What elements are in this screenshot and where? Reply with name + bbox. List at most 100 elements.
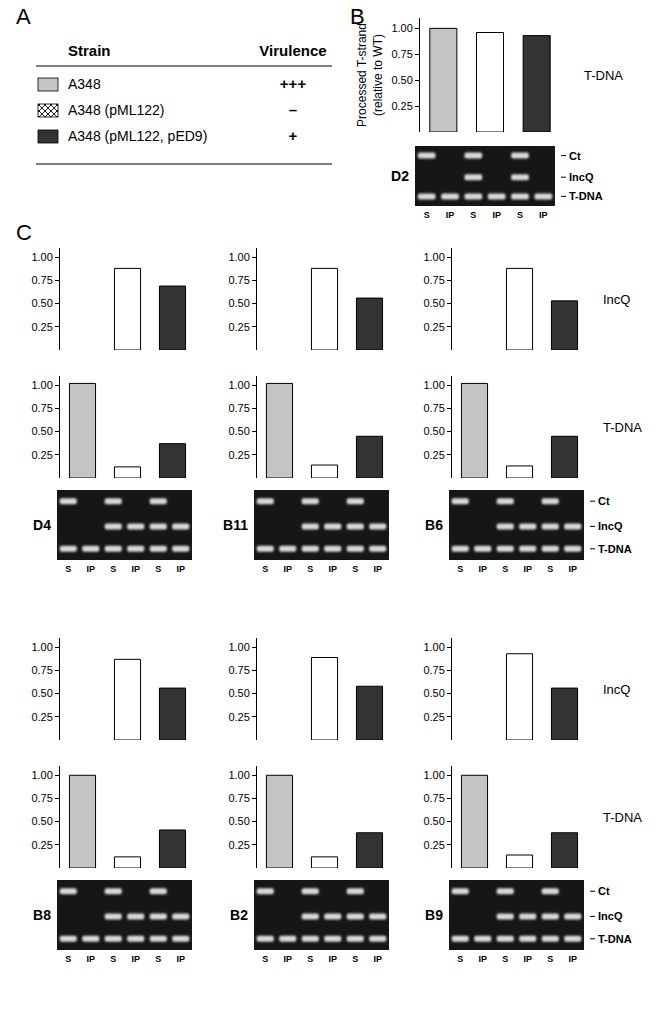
svg-text:0.25: 0.25 <box>31 711 52 723</box>
svg-text:0.50: 0.50 <box>31 687 52 699</box>
svg-text:S: S <box>470 210 476 220</box>
svg-text:1.00: 1.00 <box>423 641 444 653</box>
svg-text:S: S <box>65 564 71 574</box>
svg-text:0.25: 0.25 <box>228 449 249 461</box>
svg-text:T-DNA: T-DNA <box>598 543 632 555</box>
svg-text:0.50: 0.50 <box>228 297 249 309</box>
svg-text:IP: IP <box>86 954 95 964</box>
svg-text:0.75: 0.75 <box>228 274 249 286</box>
svg-text:S: S <box>502 564 508 574</box>
svg-text:1.00: 1.00 <box>228 769 249 781</box>
svg-text:IncQ: IncQ <box>598 520 623 532</box>
svg-text:1.00: 1.00 <box>31 379 52 391</box>
svg-text:0.25: 0.25 <box>31 449 52 461</box>
svg-text:1.00: 1.00 <box>228 251 249 263</box>
svg-text:B: B <box>350 4 365 29</box>
svg-text:0.75: 0.75 <box>423 664 444 676</box>
svg-text:B6: B6 <box>425 517 443 533</box>
svg-text:0.50: 0.50 <box>31 425 52 437</box>
svg-text:B11: B11 <box>223 517 248 533</box>
svg-text:IP: IP <box>86 564 95 574</box>
svg-text:1.00: 1.00 <box>423 251 444 263</box>
svg-text:IP: IP <box>568 954 577 964</box>
svg-text:Ct: Ct <box>598 885 610 897</box>
svg-text:Processed T-strand(relative to: Processed T-strand(relative to WT) <box>355 23 385 127</box>
svg-text:D2: D2 <box>391 168 409 184</box>
svg-text:IP: IP <box>328 954 337 964</box>
svg-text:T-DNA: T-DNA <box>603 420 642 435</box>
svg-text:IP: IP <box>539 210 548 220</box>
svg-text:IP: IP <box>523 564 532 574</box>
svg-text:S: S <box>352 954 358 964</box>
svg-text:IP: IP <box>446 210 455 220</box>
svg-text:0.50: 0.50 <box>423 297 444 309</box>
svg-text:IncQ: IncQ <box>603 292 630 307</box>
svg-text:S: S <box>352 564 358 574</box>
svg-text:IP: IP <box>478 564 487 574</box>
svg-text:0.50: 0.50 <box>228 687 249 699</box>
svg-text:IP: IP <box>373 954 382 964</box>
svg-text:0.50: 0.50 <box>31 297 52 309</box>
svg-text:Virulence: Virulence <box>259 42 326 59</box>
svg-text:S: S <box>262 954 268 964</box>
svg-text:S: S <box>424 210 430 220</box>
svg-text:Ct: Ct <box>569 150 581 162</box>
svg-text:0.50: 0.50 <box>228 815 249 827</box>
svg-text:IncQ: IncQ <box>603 682 630 697</box>
svg-text:S: S <box>110 564 116 574</box>
svg-text:+++: +++ <box>280 75 307 92</box>
svg-text:IP: IP <box>283 564 292 574</box>
svg-text:T-DNA: T-DNA <box>584 68 623 83</box>
svg-text:0.50: 0.50 <box>423 815 444 827</box>
svg-text:S: S <box>457 564 463 574</box>
svg-text:IP: IP <box>131 564 140 574</box>
svg-text:0.25: 0.25 <box>423 839 444 851</box>
svg-text:0.25: 0.25 <box>228 321 249 333</box>
svg-text:C: C <box>16 220 32 245</box>
svg-text:0.75: 0.75 <box>423 792 444 804</box>
svg-text:S: S <box>307 564 313 574</box>
svg-text:0.25: 0.25 <box>423 449 444 461</box>
svg-text:S: S <box>65 954 71 964</box>
svg-text:IP: IP <box>283 954 292 964</box>
svg-text:0.25: 0.25 <box>31 321 52 333</box>
svg-text:A348 (pML122): A348 (pML122) <box>68 102 165 118</box>
svg-text:A: A <box>16 4 31 29</box>
svg-text:0.50: 0.50 <box>228 425 249 437</box>
svg-text:IncQ: IncQ <box>569 171 594 183</box>
svg-text:IP: IP <box>478 954 487 964</box>
svg-text:0.50: 0.50 <box>423 425 444 437</box>
svg-text:1.00: 1.00 <box>228 641 249 653</box>
svg-text:1.00: 1.00 <box>391 22 412 34</box>
svg-text:B2: B2 <box>230 907 248 923</box>
svg-text:IP: IP <box>373 564 382 574</box>
svg-text:0.25: 0.25 <box>423 321 444 333</box>
svg-text:T-DNA: T-DNA <box>569 190 603 202</box>
svg-text:0.25: 0.25 <box>31 839 52 851</box>
svg-text:1.00: 1.00 <box>31 641 52 653</box>
svg-text:0.75: 0.75 <box>228 792 249 804</box>
svg-text:IP: IP <box>492 210 501 220</box>
svg-text:0.50: 0.50 <box>423 687 444 699</box>
svg-text:S: S <box>547 564 553 574</box>
svg-text:0.75: 0.75 <box>423 274 444 286</box>
svg-text:D4: D4 <box>33 517 51 533</box>
svg-text:S: S <box>457 954 463 964</box>
svg-text:1.00: 1.00 <box>423 769 444 781</box>
svg-text:0.75: 0.75 <box>31 664 52 676</box>
svg-text:0.25: 0.25 <box>423 711 444 723</box>
svg-text:IP: IP <box>176 954 185 964</box>
svg-text:0.75: 0.75 <box>423 402 444 414</box>
svg-text:B9: B9 <box>425 907 443 923</box>
svg-text:IP: IP <box>523 954 532 964</box>
svg-text:0.75: 0.75 <box>228 664 249 676</box>
svg-text:T-DNA: T-DNA <box>598 933 632 945</box>
svg-text:IP: IP <box>176 564 185 574</box>
svg-text:1.00: 1.00 <box>423 379 444 391</box>
svg-text:B8: B8 <box>33 907 51 923</box>
svg-text:0.25: 0.25 <box>228 839 249 851</box>
svg-text:0.75: 0.75 <box>391 48 412 60</box>
svg-text:–: – <box>289 101 297 118</box>
svg-text:0.50: 0.50 <box>31 815 52 827</box>
svg-text:0.25: 0.25 <box>228 711 249 723</box>
